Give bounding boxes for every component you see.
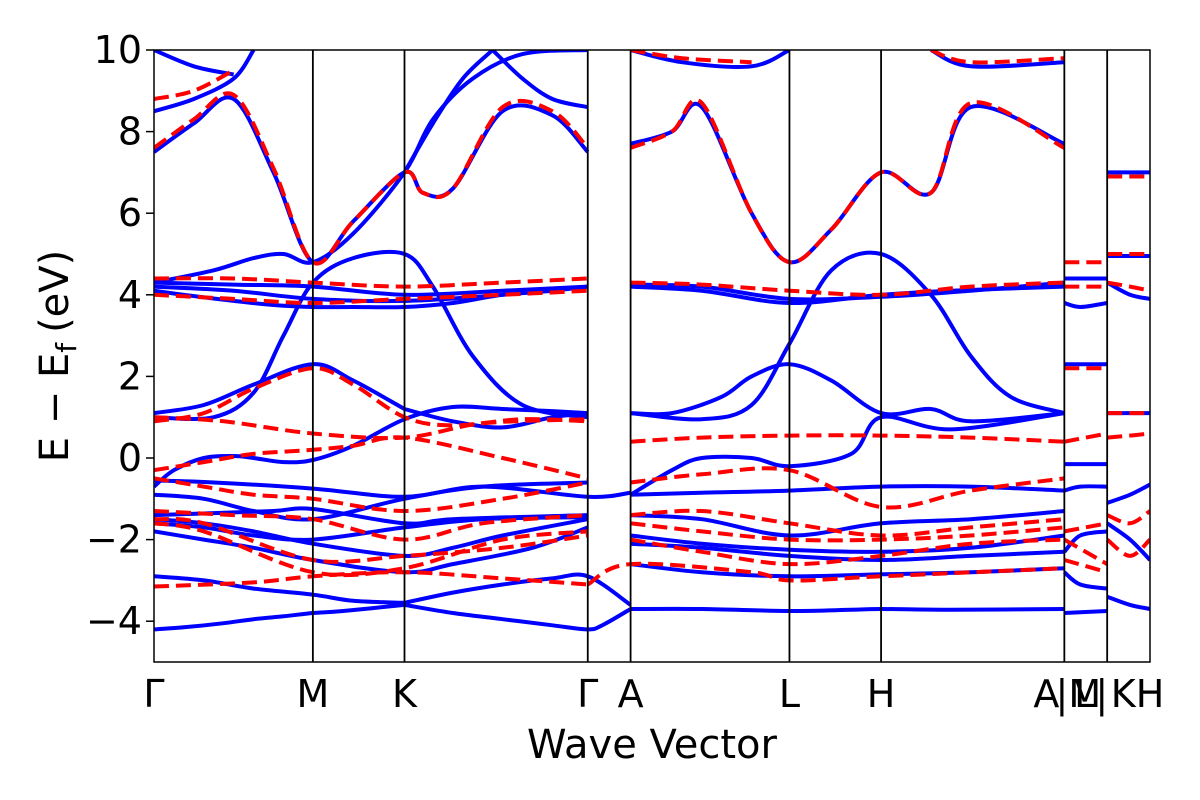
dashed-band-line [630,508,1065,538]
solid-band-line [630,50,791,69]
dashed-band-line [630,466,1065,510]
solid-band-line [154,50,235,77]
dashed-band-line [154,366,588,428]
dashed-band-line [629,98,1066,265]
dashed-band-line [154,516,589,564]
solid-band-line [630,362,1065,424]
solid-band-line [154,50,256,114]
dashed-band-line [1063,537,1109,566]
solid-band-line [630,533,1065,554]
solid-band-line [1106,482,1150,505]
dashed-band-line [630,280,1065,297]
solid-band-line [1106,521,1150,562]
x-tick-labels: Γ M K Γ A L H A|ML| K H [143,672,1164,717]
y-tick-label: 8 [118,110,142,154]
solid-band-line [154,525,589,575]
kpoint-label: L| [1074,672,1108,717]
y-tick-label: 4 [118,273,142,317]
solid-band-line [630,484,1065,497]
y-tick-label: −2 [86,518,142,562]
y-tick-group: 10 8 6 4 2 0 −2 −4 [86,28,154,643]
solid-band-line [630,250,1065,422]
kpoint-label: A [1033,672,1059,716]
kpoint-label: H [1136,672,1165,716]
kpoint-label: L [779,672,800,716]
kpoint-label: |M [1056,672,1102,717]
solid-band-line [630,541,1065,563]
dashed-band-line [1107,431,1150,440]
y-tick-label: 10 [94,28,142,72]
dashed-band-line [630,433,1065,444]
solid-band-line [154,602,405,632]
y-axis-label: E − Ef(eV) [32,250,83,463]
plot-frame [153,49,1151,663]
band-lines [154,50,1150,632]
dashed-band-line [154,68,235,101]
solid-band-line [1062,570,1108,591]
dashed-band-line [154,435,589,481]
dashed-band-line [630,50,752,65]
kpoint-label: H [867,672,896,716]
dashed-band-line [1106,280,1150,293]
solid-band-line [491,50,589,110]
solid-band-line [1063,301,1108,310]
solid-band-line [630,509,1065,538]
solid-band-line [404,602,632,632]
dashed-band-line [1105,537,1150,558]
solid-band-line [1106,280,1150,301]
dashed-band-line [154,288,588,306]
kpoint-label: K [392,672,418,716]
solid-band-line [154,404,588,489]
y-tick-label: −4 [86,599,142,643]
y-tick-label: 0 [118,436,142,480]
dashed-band-line [154,476,589,514]
solid-band-line [1062,529,1108,554]
solid-band-line [629,411,1065,497]
dashed-band-line [630,521,1065,543]
solid-band-line [154,50,588,285]
dashed-band-line [154,521,588,578]
kpoint-label: Γ [143,672,164,716]
y-tick-label: 6 [118,191,142,235]
dashed-band-line [1063,558,1108,575]
kpoint-label: A [618,672,644,716]
kpoint-label: K [1111,672,1137,716]
solid-band-line [630,606,1065,614]
solid-band-line [154,95,590,266]
kpoint-lines [311,50,1109,662]
solid-band-line [402,50,494,174]
solid-band-line [154,506,588,526]
solid-band-line [1063,484,1108,493]
solid-band-line [154,280,588,297]
solid-band-line [630,102,1066,265]
dashed-band-line [630,537,1065,567]
dashed-band-line [1106,509,1150,526]
x-axis-label: Wave Vector [527,722,778,768]
solid-band-line [154,362,406,416]
solid-band-line [1106,594,1150,611]
dashed-band-line [930,50,1065,65]
solid-band-line [1064,609,1108,615]
kpoint-label: M [296,672,329,716]
dashed-band-line [154,276,588,289]
solid-band-line [154,249,589,422]
kpoint-label: Γ [577,672,598,716]
dashed-band-line [1063,521,1108,534]
dashed-band-line [154,509,588,542]
y-tick-label: 2 [118,354,142,398]
dashed-band-line [1063,431,1108,444]
solid-band-line [154,574,405,605]
dashed-band-line [154,91,590,266]
